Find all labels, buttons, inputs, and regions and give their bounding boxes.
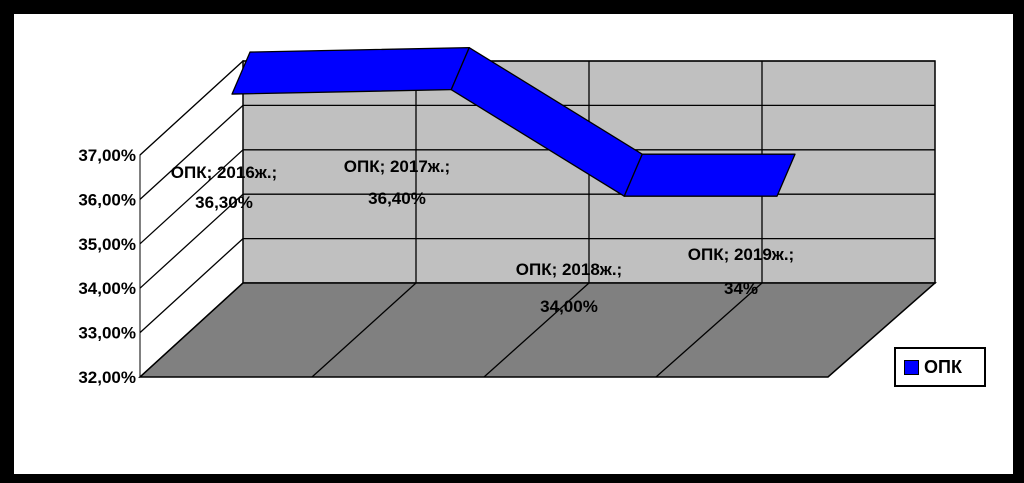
y-tick-label: 34,00% xyxy=(78,279,136,298)
y-tick-label: 37,00% xyxy=(78,146,136,165)
gridline-floor xyxy=(483,282,590,378)
data-label-value: 34% xyxy=(724,279,758,298)
data-labels: ОПК; 2016ж.; 36,30% ОПК; 2017ж.; 36,40% ОПК;… xyxy=(171,157,794,316)
gridline-side xyxy=(139,193,244,289)
y-tick-label: 35,00% xyxy=(78,235,136,254)
gridline-side xyxy=(139,282,244,378)
legend-label: ОПК xyxy=(924,356,962,377)
data-label-value: 36,30% xyxy=(195,193,253,212)
series-segment xyxy=(623,153,796,197)
data-label-line1: ОПК; 2017ж.; xyxy=(344,157,450,176)
y-tick-label: 32,00% xyxy=(78,368,136,387)
legend-swatch xyxy=(904,359,919,375)
gridline-side xyxy=(139,149,244,245)
data-label-line1: ОПК; 2018ж.; xyxy=(516,260,622,279)
data-label-value: 34,00% xyxy=(540,297,598,316)
y-tick-label: 33,00% xyxy=(78,324,136,343)
data-label-line1: ОПК; 2019ж.; xyxy=(688,245,794,264)
y-tick-label: 36,00% xyxy=(78,190,136,209)
gridline-side xyxy=(139,104,244,200)
gridline-floor xyxy=(311,282,417,378)
y-axis-ticks: 32,00% 33,00% 34,00% 35,00% 36,00% 37,00% xyxy=(78,146,136,387)
data-label-line1: ОПК; 2016ж.; xyxy=(171,163,277,182)
gridline-side xyxy=(139,60,244,156)
floor xyxy=(138,282,937,378)
gridline-floor xyxy=(655,282,763,378)
series-ribbon xyxy=(231,46,796,197)
gridline-side xyxy=(139,238,244,334)
data-label-value: 36,40% xyxy=(368,189,426,208)
series-segment xyxy=(231,46,470,95)
legend: ОПК xyxy=(894,347,986,387)
